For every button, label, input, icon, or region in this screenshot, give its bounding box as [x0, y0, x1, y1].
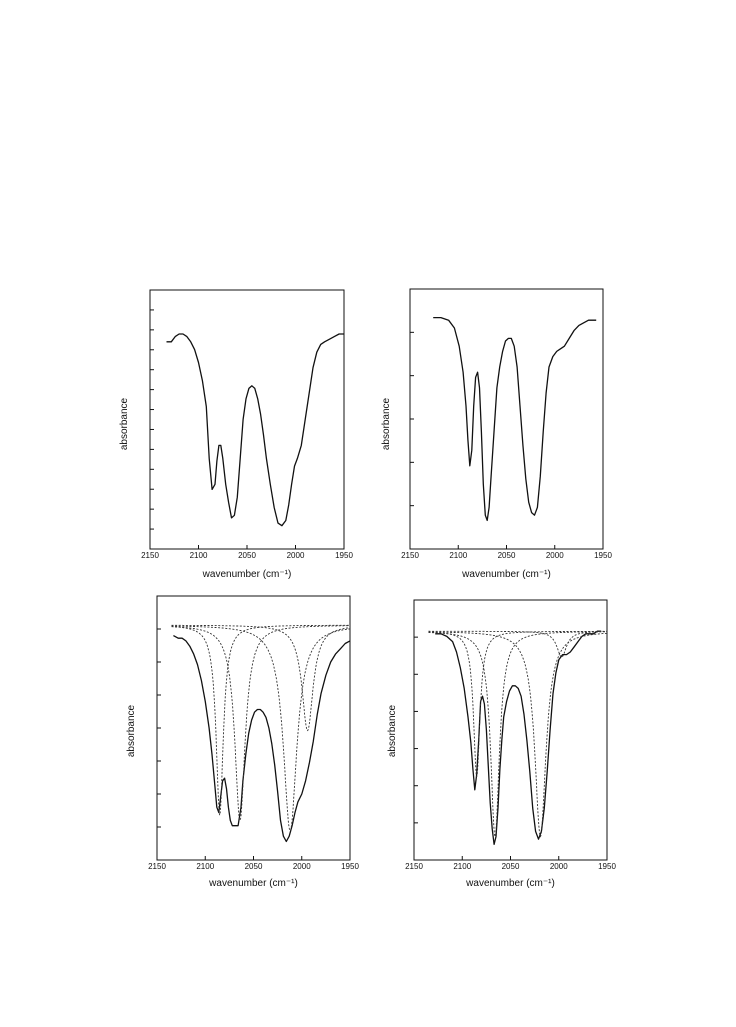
x-tick-label: 2150 [141, 551, 159, 560]
component-band-1 [428, 630, 607, 777]
x-tick-label: 2000 [550, 862, 568, 871]
x-tick-label: 1950 [341, 862, 359, 871]
x-tick-label: 1950 [594, 551, 612, 560]
x-tick-label: 2100 [449, 551, 467, 560]
spectrum-panel-2: 2150 2100 2050 2000 1950 wavenumber (cm⁻¹) abs… [381, 288, 612, 580]
spectrum-line [433, 316, 597, 522]
x-tick-label: 2100 [196, 862, 214, 871]
x-tick-label: 2050 [502, 862, 520, 871]
x-tick-label: 2100 [190, 551, 208, 560]
x-tick-label: 2050 [498, 551, 516, 560]
x-tick-label: 2050 [245, 862, 263, 871]
spectrum-line [435, 630, 602, 846]
plot-frame [413, 599, 608, 861]
spectrum-line [166, 333, 344, 527]
spectrum-panel-3: 2150 2100 2050 2000 1950 wavenumber (cm⁻¹) abs… [126, 595, 359, 889]
x-tick-label: 2000 [293, 862, 311, 871]
spectrum-panel-1: 2150 2100 2050 2000 1950 wavenumber (cm⁻¹) abs… [119, 289, 353, 580]
plot-frame [149, 289, 345, 550]
plot-frame [156, 595, 351, 861]
plot-frame [409, 288, 604, 550]
component-band-3 [428, 631, 607, 838]
x-tick-label: 2100 [453, 862, 471, 871]
y-axis-label: absorbance [126, 704, 137, 757]
x-axis-label: wavenumber (cm⁻¹) [208, 878, 298, 889]
x-tick-label: 2150 [148, 862, 166, 871]
y-axis-label: absorbance [119, 397, 130, 450]
x-tick-label: 1950 [335, 551, 353, 560]
x-axis-label: wavenumber (cm⁻¹) [202, 569, 292, 580]
x-tick-label: 1950 [598, 862, 616, 871]
y-axis-label: absorbance [381, 397, 392, 450]
x-axis-label: wavenumber (cm⁻¹) [465, 878, 555, 889]
spectrum-panel-4: 2150 2100 2050 2000 1950 wavenumber (cm⁻¹) abs… [387, 599, 616, 889]
component-band-2 [171, 625, 350, 822]
y-axis-label: absorbance [387, 704, 398, 757]
x-tick-label: 2050 [238, 551, 256, 560]
x-axis-label: wavenumber (cm⁻¹) [461, 569, 551, 580]
spectrum-line [173, 635, 350, 843]
x-tick-label: 2000 [546, 551, 564, 560]
x-tick-label: 2150 [401, 551, 419, 560]
component-band-4 [171, 624, 350, 732]
component-band-4 [428, 630, 607, 658]
component-band-1 [171, 624, 350, 816]
x-tick-label: 2150 [405, 862, 423, 871]
component-band-3 [171, 625, 350, 832]
component-band-2 [428, 631, 607, 839]
x-tick-label: 2000 [287, 551, 305, 560]
